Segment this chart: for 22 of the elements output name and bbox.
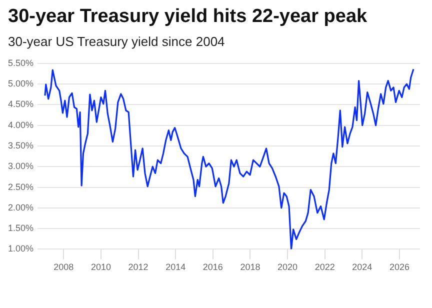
x-tick-label: 2022 (314, 262, 335, 272)
chart-title: 30-year Treasury yield hits 22-year peak (8, 6, 368, 28)
x-tick-label: 2024 (352, 262, 372, 272)
chart-subtitle: 30-year US Treasury yield since 2004 (8, 34, 225, 49)
y-tick-label: 4.00% (8, 120, 34, 130)
x-tick-label: 2012 (128, 262, 148, 272)
x-tick-label: 2020 (278, 262, 298, 272)
y-tick-label: 5.50% (8, 58, 34, 68)
x-tick-label: 2026 (389, 262, 410, 272)
x-tick-label: 2018 (240, 262, 260, 272)
x-tick-label: 2008 (54, 262, 74, 272)
y-tick-label: 2.00% (8, 202, 34, 212)
x-tick-label: 2014 (166, 262, 186, 272)
y-tick-label: 3.00% (8, 161, 34, 172)
y-tick-label: 1.50% (8, 223, 34, 234)
y-tick-label: 5.00% (8, 78, 34, 89)
x-tick-label: 2016 (202, 262, 223, 272)
y-tick-label: 2.50% (8, 182, 34, 192)
y-tick-label: 1.00% (8, 244, 34, 254)
y-tick-label: 3.50% (8, 140, 34, 150)
x-tick-label: 2010 (90, 262, 111, 272)
y-tick-label: 4.50% (8, 99, 34, 110)
